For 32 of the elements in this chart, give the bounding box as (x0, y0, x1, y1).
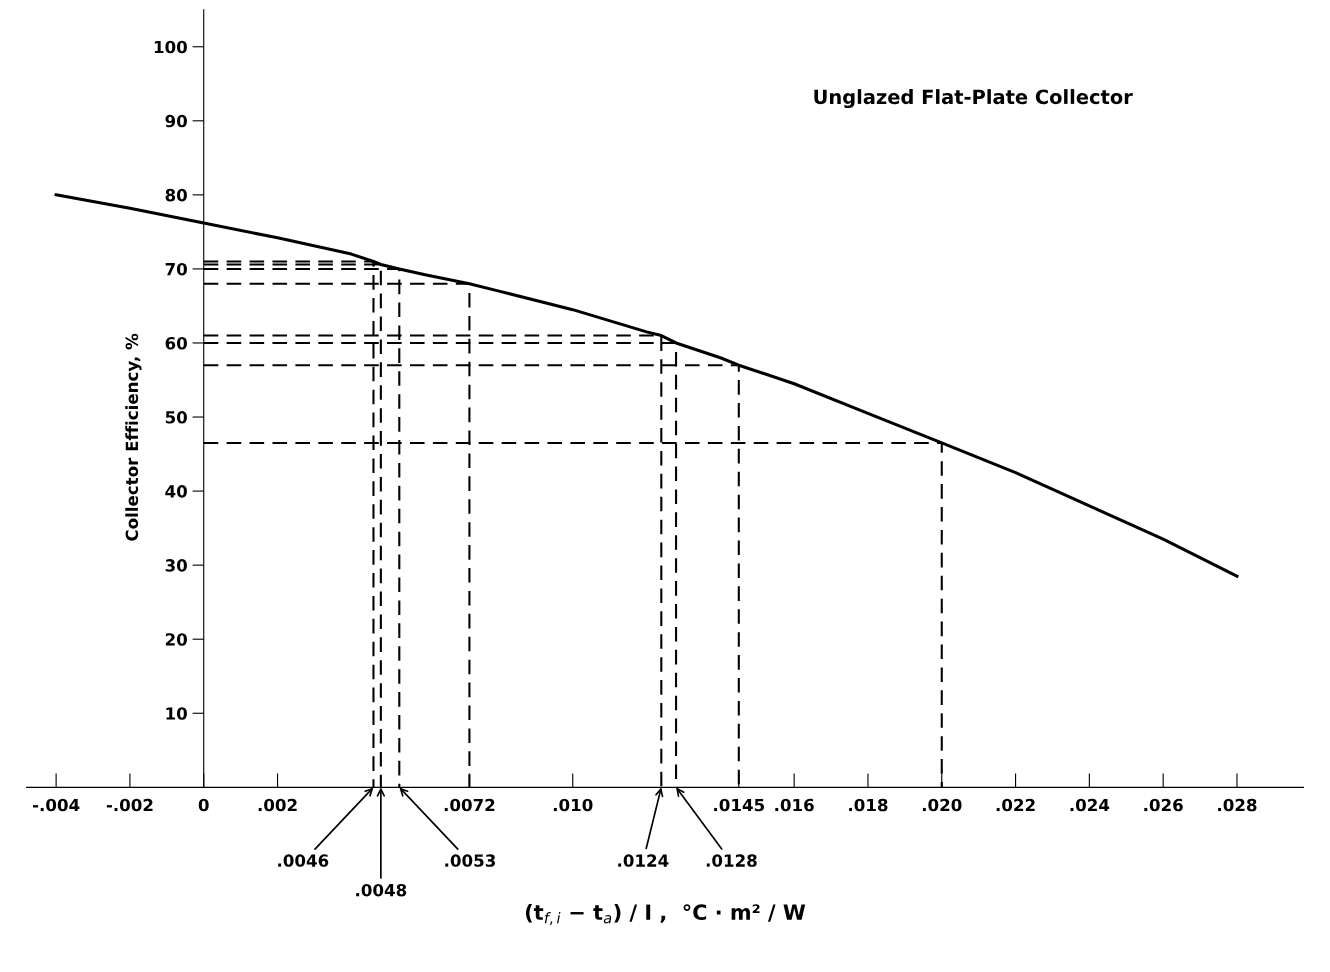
x-tick-label: .020 (922, 798, 962, 812)
x-tick-label: -.002 (106, 798, 153, 812)
x-axis-title: (t$_{f,i}$ − t$_{a}$) / I , °C · m² / W (525, 903, 806, 925)
y-tick-label: 30 (165, 559, 187, 572)
text: Unglazed Flat-Plate Collector (814, 89, 1133, 109)
x-tick-label: .026 (1144, 798, 1183, 812)
y-tick-label: 40 (165, 485, 187, 498)
annotation: .0048 (356, 883, 407, 897)
y-tick-label: 20 (165, 633, 187, 646)
x-tick-label: .0145 (714, 798, 764, 812)
y-tick-label: 100 (154, 40, 187, 54)
annotation: .0128 (706, 854, 757, 867)
y-tick-label: 70 (165, 262, 187, 276)
x-tick-label: .016 (775, 798, 814, 812)
y-tick-label: 10 (166, 707, 187, 720)
annotation: .0053 (445, 854, 495, 867)
y-tick-label: 80 (165, 188, 187, 202)
x-tick-label: .002 (258, 798, 297, 812)
y-axis-title: Collector Efficiency, % (125, 333, 142, 541)
y-tick-label: 60 (165, 336, 187, 350)
x-tick-label: 0 (198, 798, 209, 812)
annotation: .0124 (618, 854, 669, 867)
x-tick-label: .028 (1218, 798, 1257, 812)
x-tick-label: .0072 (444, 798, 495, 812)
x-tick-label: .022 (996, 798, 1035, 812)
x-tick-label: .024 (1070, 798, 1110, 812)
annotation: .0046 (278, 854, 329, 867)
y-tick-label: 50 (165, 411, 187, 424)
y-tick-label: 90 (165, 114, 187, 128)
x-tick-label: .010 (553, 798, 593, 812)
x-tick-label: -.004 (33, 798, 80, 812)
x-tick-label: .018 (849, 798, 888, 812)
